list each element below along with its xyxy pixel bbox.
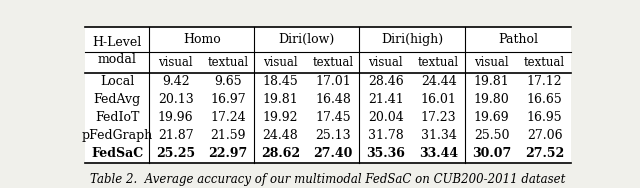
- Text: 9.42: 9.42: [162, 75, 189, 88]
- Text: 19.81: 19.81: [262, 93, 298, 106]
- Text: FedSaC: FedSaC: [91, 147, 143, 160]
- Text: 16.48: 16.48: [315, 93, 351, 106]
- Text: 28.62: 28.62: [261, 147, 300, 160]
- Text: 19.80: 19.80: [474, 93, 509, 106]
- Text: textual: textual: [418, 56, 459, 69]
- Text: 19.96: 19.96: [158, 111, 193, 124]
- Text: 21.87: 21.87: [158, 129, 193, 142]
- Text: 16.65: 16.65: [527, 93, 563, 106]
- Text: 20.13: 20.13: [157, 93, 193, 106]
- Text: Table 2.  Average accuracy of our multimodal FedSaC on CUB200-2011 dataset: Table 2. Average accuracy of our multimo…: [90, 173, 566, 186]
- Text: visual: visual: [158, 56, 193, 69]
- Text: 28.46: 28.46: [368, 75, 403, 88]
- Text: visual: visual: [263, 56, 298, 69]
- Text: 16.01: 16.01: [420, 93, 456, 106]
- Text: Diri(low): Diri(low): [278, 33, 335, 46]
- Text: 24.44: 24.44: [420, 75, 456, 88]
- Text: Local: Local: [100, 75, 134, 88]
- Text: 22.97: 22.97: [209, 147, 248, 160]
- Text: FedIoT: FedIoT: [95, 111, 140, 124]
- Text: 21.59: 21.59: [211, 129, 246, 142]
- Text: 24.48: 24.48: [262, 129, 298, 142]
- Text: 19.81: 19.81: [474, 75, 509, 88]
- Text: H-Level
modal: H-Level modal: [93, 36, 142, 66]
- Text: 25.13: 25.13: [315, 129, 351, 142]
- Text: 21.41: 21.41: [368, 93, 403, 106]
- Text: 27.40: 27.40: [313, 147, 353, 160]
- Text: 17.24: 17.24: [211, 111, 246, 124]
- Text: 27.52: 27.52: [525, 147, 564, 160]
- Text: 19.92: 19.92: [263, 111, 298, 124]
- Text: 27.06: 27.06: [527, 129, 563, 142]
- Text: 35.36: 35.36: [366, 147, 405, 160]
- Text: textual: textual: [524, 56, 565, 69]
- Text: 25.25: 25.25: [156, 147, 195, 160]
- Text: FedAvg: FedAvg: [93, 93, 141, 106]
- Text: 16.95: 16.95: [527, 111, 563, 124]
- Text: Pathol: Pathol: [498, 33, 538, 46]
- Text: 20.04: 20.04: [368, 111, 403, 124]
- Text: 17.23: 17.23: [420, 111, 456, 124]
- Text: 9.65: 9.65: [214, 75, 242, 88]
- Text: 17.01: 17.01: [315, 75, 351, 88]
- Text: 16.97: 16.97: [211, 93, 246, 106]
- Text: 17.12: 17.12: [527, 75, 563, 88]
- Text: visual: visual: [368, 56, 403, 69]
- Text: 19.69: 19.69: [474, 111, 509, 124]
- Text: 18.45: 18.45: [262, 75, 298, 88]
- Text: 31.34: 31.34: [420, 129, 456, 142]
- Text: Homo: Homo: [183, 33, 221, 46]
- Text: visual: visual: [474, 56, 509, 69]
- Text: 33.44: 33.44: [419, 147, 458, 160]
- Text: 30.07: 30.07: [472, 147, 511, 160]
- Text: textual: textual: [207, 56, 248, 69]
- Text: 17.45: 17.45: [315, 111, 351, 124]
- Text: 25.50: 25.50: [474, 129, 509, 142]
- Text: Diri(high): Diri(high): [381, 33, 443, 46]
- Text: 31.78: 31.78: [368, 129, 403, 142]
- Text: pFedGraph: pFedGraph: [81, 129, 153, 142]
- Text: textual: textual: [312, 56, 353, 69]
